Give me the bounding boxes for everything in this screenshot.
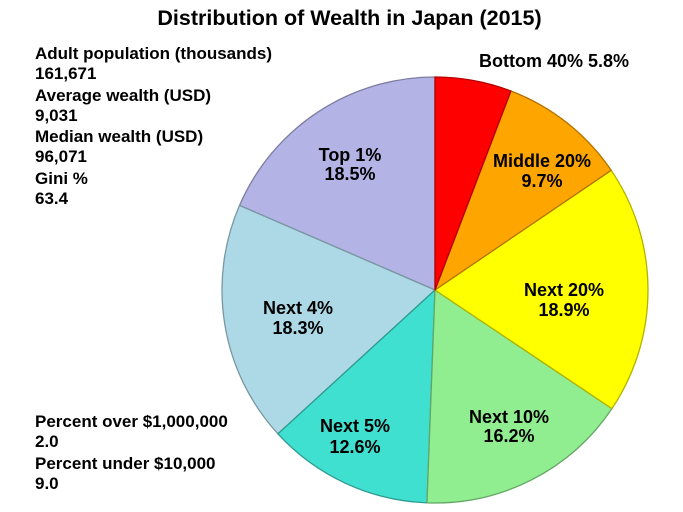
svg-text:Next 4%: Next 4% — [263, 298, 333, 318]
svg-text:18.3%: 18.3% — [272, 318, 323, 338]
svg-text:Bottom 40% 5.8%: Bottom 40% 5.8% — [479, 51, 629, 71]
svg-text:Next 20%: Next 20% — [524, 280, 604, 300]
svg-text:9.7%: 9.7% — [521, 171, 562, 191]
svg-text:Next 5%: Next 5% — [320, 416, 390, 436]
svg-text:16.2%: 16.2% — [483, 426, 534, 446]
svg-text:18.9%: 18.9% — [538, 300, 589, 320]
svg-text:12.6%: 12.6% — [329, 437, 380, 457]
svg-text:Next 10%: Next 10% — [469, 407, 549, 427]
svg-text:Middle 20%: Middle 20% — [493, 151, 591, 171]
svg-text:18.5%: 18.5% — [324, 164, 375, 184]
svg-text:Top 1%: Top 1% — [319, 145, 382, 165]
